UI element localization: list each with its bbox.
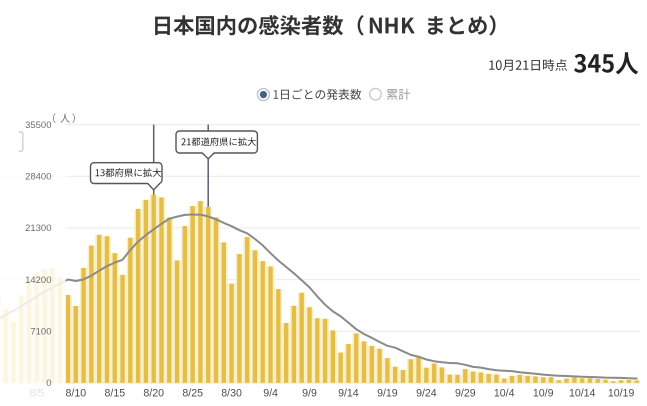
svg-text:10/9: 10/9 (533, 388, 554, 400)
svg-text:0: 0 (46, 378, 51, 389)
svg-text:10/14: 10/14 (569, 388, 596, 400)
svg-text:28400: 28400 (25, 172, 51, 183)
svg-text:9/14: 9/14 (338, 388, 359, 400)
svg-text:8/15: 8/15 (104, 388, 125, 400)
svg-text:21300: 21300 (25, 223, 51, 234)
svg-text:9/9: 9/9 (302, 388, 317, 400)
svg-text:8/20: 8/20 (143, 388, 164, 400)
svg-text:10/4: 10/4 (494, 388, 515, 400)
svg-text:14200: 14200 (25, 275, 51, 286)
svg-text:8/10: 8/10 (65, 388, 86, 400)
svg-text:8/25: 8/25 (182, 388, 203, 400)
svg-text:9/24: 9/24 (416, 388, 437, 400)
svg-text:9/4: 9/4 (263, 388, 278, 400)
svg-text:9/19: 9/19 (377, 388, 398, 400)
svg-text:10/19: 10/19 (608, 388, 635, 400)
svg-text:7100: 7100 (30, 326, 51, 337)
svg-text:35500: 35500 (25, 120, 51, 131)
svg-text:9/29: 9/29 (455, 388, 476, 400)
svg-text:8/30: 8/30 (221, 388, 242, 400)
